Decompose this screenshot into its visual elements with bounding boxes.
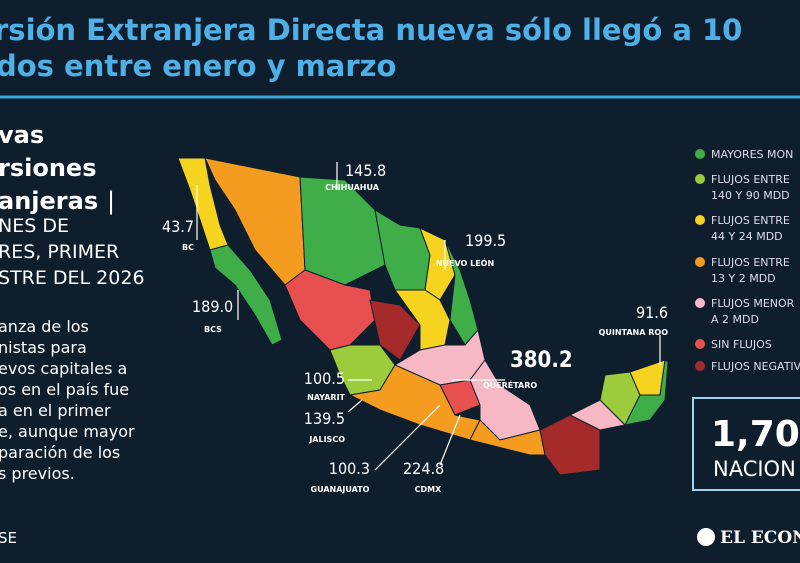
state-value: 145.8: [345, 161, 386, 180]
title: rsión Extranjera Directa nueva sólo lleg…: [0, 13, 742, 47]
legend-label: 13 Y 2 MDD: [711, 272, 776, 285]
legend-swatch: [695, 361, 705, 371]
state-name: BCS: [204, 325, 222, 334]
body-text: s previos.: [0, 464, 75, 483]
source: SE: [0, 529, 17, 547]
leader-line: [374, 404, 441, 471]
heading: anjeras: [0, 187, 98, 215]
heading: rsiones: [0, 154, 96, 182]
legend-label: SIN FLUJOS: [711, 338, 772, 351]
state-name: QUERÉTARO: [483, 379, 538, 390]
state-name: GUANAJUATO: [311, 485, 370, 494]
logo-icon: [697, 528, 715, 546]
body-text: e, aunque mayor: [0, 422, 135, 441]
state-value: 100.3: [329, 459, 370, 478]
legend-label: FLUJOS ENTRE: [711, 173, 790, 186]
body-text: anza de los: [0, 317, 89, 336]
leader-lines: [196, 162, 661, 471]
legend-swatch: [695, 149, 705, 159]
state-value: 100.5: [304, 369, 345, 388]
logo: EL ECONO: [720, 528, 800, 548]
state-name: NUEVO LEÓN: [436, 257, 494, 268]
total-label: NACION: [713, 457, 796, 481]
region: [209, 244, 283, 346]
state-name: JALISCO: [308, 435, 345, 444]
region: [348, 364, 481, 441]
legend-swatch: [695, 215, 705, 225]
legend-swatch: [695, 257, 705, 267]
legend-label: 140 Y 90 MDD: [711, 189, 790, 202]
state-name: CHIHUAHUA: [325, 183, 380, 192]
heading: vas: [0, 121, 44, 149]
leader-line: [439, 414, 461, 466]
legend-swatch: [695, 339, 705, 349]
state-value: 91.6: [636, 303, 668, 322]
legend-label: 44 Y 24 MDD: [711, 230, 783, 243]
region: [394, 289, 451, 351]
total-box: [692, 397, 800, 491]
state-value: 43.7: [162, 217, 194, 236]
state-name: NAYARIT: [307, 393, 345, 402]
legend-label: A 2 MDD: [711, 313, 759, 326]
legend-swatch: [695, 298, 705, 308]
legend-label: FLUJOS MENOR: [711, 297, 795, 310]
subheading: STRE DEL 2026: [0, 267, 145, 289]
state-value: 380.2: [510, 348, 573, 373]
legend-label: MAYORES MON: [711, 148, 793, 161]
region: [624, 359, 669, 426]
body-text: nistas para: [0, 338, 87, 357]
total-value: 1,705: [711, 414, 800, 455]
heading-separator: |: [107, 187, 115, 215]
state-value: 189.0: [192, 297, 233, 316]
subheading: RES, PRIMER: [0, 241, 119, 263]
body-text: a en el primer: [0, 401, 111, 420]
legend-label: FLUJOS NEGATIV: [711, 360, 800, 373]
state-value: 139.5: [304, 409, 345, 428]
title: dos entre enero y marzo: [0, 49, 396, 83]
body-text: evos capitales a: [0, 359, 127, 378]
legend-label: FLUJOS ENTRE: [711, 256, 790, 269]
state-name: QUINTANA ROO: [599, 328, 669, 337]
region: [369, 299, 421, 361]
body-text: os en el país fue: [0, 380, 129, 399]
legend-label: FLUJOS ENTRE: [711, 214, 790, 227]
leader-line: [347, 399, 363, 413]
state-name: CDMX: [415, 485, 442, 494]
body-text: paración de los: [0, 443, 120, 462]
map: [177, 157, 669, 476]
legend-swatch: [695, 174, 705, 184]
state-value: 199.5: [465, 231, 506, 250]
subheading: NES DE: [0, 215, 69, 237]
state-name: BC: [182, 243, 194, 252]
state-value: 224.8: [403, 459, 444, 478]
